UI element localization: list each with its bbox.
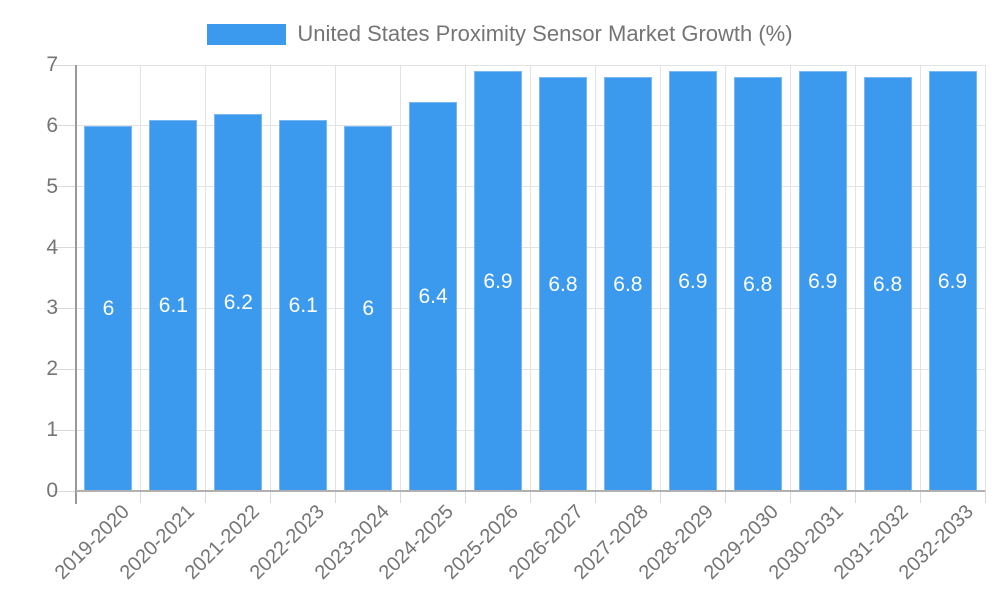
- bar[interactable]: 6.2: [214, 113, 263, 491]
- y-axis-label: 3: [46, 296, 58, 320]
- bar[interactable]: 6.8: [863, 77, 912, 491]
- x-gridline: [724, 65, 726, 491]
- bar[interactable]: 6.8: [733, 77, 782, 491]
- y-axis-label: 6: [46, 113, 58, 137]
- bar-value-label: 6.8: [548, 272, 578, 296]
- bar-value-label: 6.8: [872, 272, 903, 296]
- y-axis-label: 5: [46, 174, 58, 198]
- bar[interactable]: 6.8: [603, 77, 652, 491]
- y-tick: [53, 490, 76, 492]
- bar-value-label: 6.2: [223, 290, 253, 314]
- y-tick: [53, 429, 76, 431]
- bar-value-label: 6: [102, 296, 115, 320]
- x-gridline: [205, 65, 207, 491]
- x-tick: [984, 491, 986, 503]
- bar[interactable]: 6.8: [538, 77, 587, 491]
- x-tick: [854, 491, 856, 503]
- x-baseline: [76, 490, 985, 492]
- x-tick: [659, 491, 661, 503]
- bar[interactable]: 6.4: [409, 101, 458, 491]
- y-tick: [53, 125, 76, 127]
- bar-value-label: 6.9: [483, 269, 513, 293]
- y-tick: [53, 186, 76, 188]
- x-tick: [400, 491, 402, 503]
- legend-swatch: [207, 23, 287, 45]
- y-tick: [53, 307, 76, 309]
- x-gridline: [270, 65, 272, 491]
- y-axis-label: 2: [46, 357, 58, 381]
- legend: United States Proximity Sensor Market Gr…: [0, 20, 1000, 48]
- x-gridline: [919, 65, 921, 491]
- bar[interactable]: 6.1: [279, 119, 328, 491]
- x-gridline: [659, 65, 661, 491]
- bar[interactable]: 6.9: [928, 71, 977, 491]
- x-tick: [465, 491, 467, 503]
- bar[interactable]: 6.9: [798, 71, 847, 491]
- bar[interactable]: 6: [344, 125, 393, 491]
- x-tick: [594, 491, 596, 503]
- bar-value-label: 6.9: [808, 269, 838, 293]
- x-gridline: [789, 65, 791, 491]
- bar-value-label: 6.9: [937, 269, 968, 293]
- y-tick: [53, 368, 76, 370]
- y-axis-label: 7: [46, 53, 58, 76]
- x-gridline: [530, 65, 531, 491]
- bar-value-label: 6.4: [418, 284, 448, 308]
- bar-value-label: 6.1: [158, 293, 188, 317]
- x-gridline: [335, 65, 337, 491]
- bar-value-label: 6.8: [613, 272, 643, 296]
- bar[interactable]: 6.9: [474, 71, 523, 491]
- y-axis-label: 1: [46, 418, 58, 442]
- x-tick: [270, 491, 272, 503]
- x-tick: [205, 491, 207, 503]
- x-tick: [789, 491, 791, 503]
- x-gridline: [854, 65, 856, 491]
- x-tick: [919, 491, 921, 503]
- x-gridline: [984, 65, 986, 491]
- legend-label: United States Proximity Sensor Market Gr…: [297, 21, 793, 46]
- x-tick: [530, 491, 531, 503]
- x-gridline: [140, 65, 142, 491]
- bar-value-label: 6.9: [678, 269, 708, 293]
- bar[interactable]: 6.1: [149, 119, 198, 491]
- bar[interactable]: 6: [84, 125, 133, 491]
- bar-value-label: 6.1: [288, 293, 318, 317]
- x-tick: [335, 491, 337, 503]
- bar-value-label: 6: [362, 296, 375, 320]
- x-gridline: [594, 65, 596, 491]
- bar-value-label: 6.8: [743, 272, 773, 296]
- y-axis-label: 4: [46, 235, 58, 259]
- x-tick: [724, 491, 726, 503]
- y-tick: [53, 64, 76, 66]
- x-gridline: [400, 65, 402, 491]
- x-gridline: [465, 65, 467, 491]
- x-tick: [140, 491, 142, 503]
- bar[interactable]: 6.9: [668, 71, 717, 491]
- y-tick: [53, 247, 76, 249]
- y-axis-label: 0: [46, 479, 58, 502]
- y-axis-line: [75, 65, 77, 504]
